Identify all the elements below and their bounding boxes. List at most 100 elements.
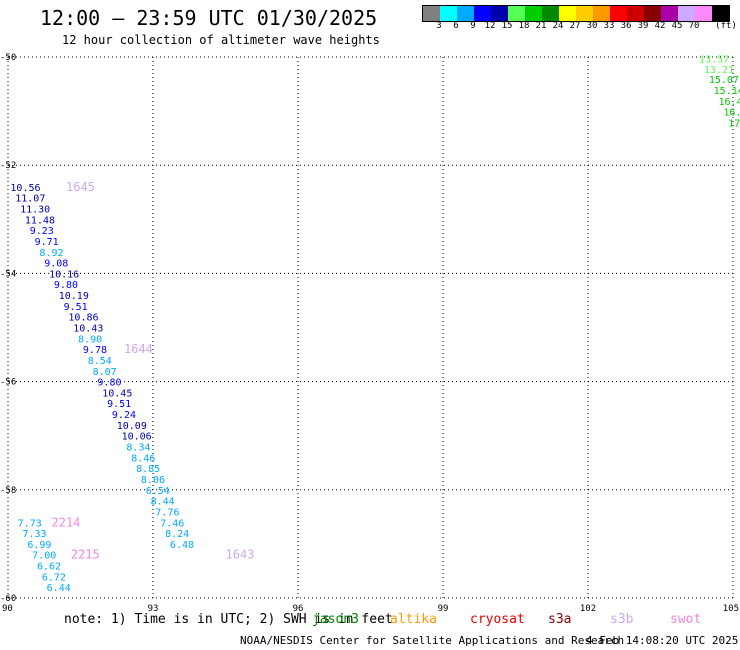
wave-height-value: 10.56	[10, 183, 40, 194]
wave-height-value: 6.62	[37, 562, 61, 573]
colorbar-label: 24	[552, 21, 564, 31]
wave-height-value: 6.72	[42, 572, 66, 583]
colorbar-label: 6	[453, 21, 459, 31]
footer-credit: NOAA/NESDIS Center for Satellite Applica…	[240, 634, 625, 647]
colorbar-label: 30	[586, 21, 598, 31]
satellite-legend-s3a: s3a	[548, 612, 572, 627]
wave-height-value: 9.08	[44, 259, 68, 270]
track-time-label: 1644	[124, 342, 153, 356]
wave-height-value: 16.41	[719, 97, 740, 108]
x-tick-label: 93	[148, 604, 159, 614]
wave-height-value: 8.90	[78, 334, 102, 345]
wave-height-value: 8.44	[151, 497, 175, 508]
wave-height-value: 9.51	[64, 302, 88, 313]
wave-height-value: 6.99	[27, 540, 51, 551]
colorbar-swatch	[576, 6, 593, 21]
colorbar-label: 21	[535, 21, 547, 31]
wave-height-value: 6.48	[170, 540, 194, 551]
colorbar-swatch	[678, 6, 695, 21]
wave-height-value: 15.14	[714, 86, 740, 97]
colorbar-swatch	[593, 6, 610, 21]
wave-height-value: 8.07	[93, 367, 117, 378]
wave-height-value: 7.46	[160, 518, 184, 529]
colorbar	[422, 5, 730, 22]
colorbar-label: 18	[518, 21, 530, 31]
wave-height-value: 13.57	[699, 55, 729, 66]
wave-height-value: 10.45	[102, 388, 132, 399]
wave-height-value: 7.00	[32, 551, 56, 562]
footer-timestamp: 4 Feb 14:08:20 UTC 2025	[586, 634, 739, 647]
wave-height-value: 7.73	[18, 518, 42, 529]
wave-height-value: 6.54	[146, 486, 170, 497]
satellite-legend-s3b: s3b	[610, 612, 634, 627]
colorbar-swatch	[440, 6, 457, 21]
colorbar-swatch	[661, 6, 678, 21]
colorbar-label: 15	[501, 21, 513, 31]
wave-height-value: 8.06	[141, 475, 165, 486]
colorbar-label: 45	[671, 21, 683, 31]
wave-height-value: 10.86	[68, 313, 98, 324]
y-tick-label: -50	[0, 53, 16, 63]
colorbar-label: 42	[654, 21, 666, 31]
satellite-legend-cryosat: cryosat	[470, 612, 525, 627]
chart-subtitle: 12 hour collection of altimeter wave hei…	[62, 33, 380, 47]
y-tick-label: -56	[0, 378, 16, 388]
colorbar-swatch	[712, 6, 729, 21]
colorbar-label: 70	[688, 21, 700, 31]
colorbar-swatch	[627, 6, 644, 21]
wave-height-value: 8.46	[131, 453, 155, 464]
colorbar-swatch	[474, 6, 491, 21]
track-time-label: 2214	[52, 515, 81, 529]
satellite-legend-swot: swot	[670, 612, 702, 627]
track-time-label: 1645	[66, 180, 95, 194]
wave-height-value: 16.2	[723, 108, 740, 119]
colorbar-labels: 3 6 9 12 15 18 21 24 27 30 33 36 39 42 45 70 (ft)	[422, 21, 740, 35]
colorbar-label: 33	[603, 21, 615, 31]
wave-height-value: 8.24	[165, 529, 189, 540]
y-tick-label: -60	[0, 594, 16, 604]
wave-height-value: 8.34	[126, 443, 150, 454]
wave-height-value: 10.09	[117, 421, 147, 432]
wave-height-value: 9.71	[35, 237, 59, 248]
colorbar-swatch	[559, 6, 576, 21]
wave-height-value: 8.92	[39, 248, 63, 259]
wave-height-value: 9.80	[97, 378, 121, 389]
colorbar-swatch	[423, 6, 440, 21]
wave-height-value: 9.23	[30, 226, 54, 237]
y-tick-label: -58	[0, 486, 16, 496]
colorbar-swatch	[644, 6, 661, 21]
colorbar-swatch	[542, 6, 559, 21]
satellite-legend-altika: altika	[390, 612, 437, 627]
x-tick-label: 90	[2, 604, 13, 614]
track-time-label: 2215	[71, 548, 100, 562]
wave-height-value: 9.80	[54, 280, 78, 291]
wave-height-value: 8.85	[136, 464, 160, 475]
x-tick-label: 99	[438, 604, 449, 614]
wave-height-value: 11.48	[25, 215, 55, 226]
chart-title: 12:00 – 23:59 UTC 01/30/2025	[40, 6, 378, 30]
colorbar-label: 3	[436, 21, 442, 31]
wave-height-value: 6.44	[47, 583, 71, 594]
wave-height-value: 15.07	[709, 75, 739, 86]
colorbar-label: 27	[569, 21, 581, 31]
colorbar-swatch	[491, 6, 508, 21]
footer-note: note: 1) Time is in UTC; 2) SWH is in fe…	[64, 612, 393, 627]
colorbar-label: 12	[484, 21, 496, 31]
colorbar-swatch	[610, 6, 627, 21]
wave-height-value: 8.54	[88, 356, 112, 367]
colorbar-label: 39	[637, 21, 649, 31]
wave-height-value: 11.30	[20, 204, 50, 215]
y-tick-label: -52	[0, 161, 16, 171]
wave-height-value: 10.06	[122, 432, 152, 443]
colorbar-swatch	[695, 6, 712, 21]
wave-height-value: 7.33	[23, 529, 47, 540]
wave-height-value: 9.78	[83, 345, 107, 356]
colorbar-swatch	[508, 6, 525, 21]
colorbar-label: 36	[620, 21, 632, 31]
x-tick-label: 96	[293, 604, 304, 614]
wave-height-value: 10.19	[59, 291, 89, 302]
colorbar-swatch	[525, 6, 542, 21]
satellite-legend-jason3: jason3	[312, 612, 359, 627]
colorbar-label: 9	[470, 21, 476, 31]
x-tick-label: 102	[580, 604, 596, 614]
